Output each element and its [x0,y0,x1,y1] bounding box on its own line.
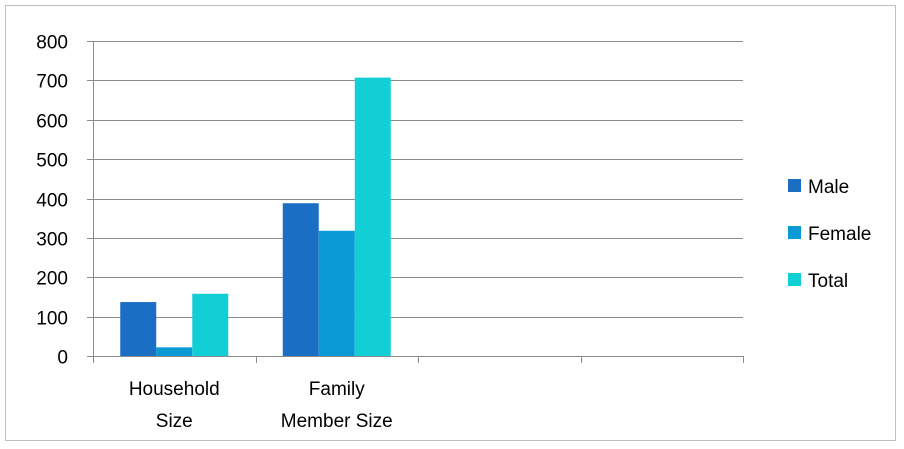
legend-swatch-female [788,226,801,239]
bar-total [354,77,391,357]
bar-total [192,293,229,356]
y-tick-label: 500 [36,151,68,172]
x-category-label: Household [129,379,220,400]
x-axis-categories: Household Size Family Member Size [129,379,393,432]
y-tick-label: 0 [57,348,68,369]
legend-label-male: Male [808,177,849,198]
legend-label-female: Female [808,224,871,245]
y-tick-label: 300 [36,230,68,251]
y-tick-label: 200 [36,269,68,290]
x-category-label: Family [309,379,365,400]
y-tick-label: 400 [36,191,68,212]
legend-swatch-male [788,179,801,192]
y-axis-ticks: 0 100 200 300 400 500 600 700 800 [36,33,93,369]
y-tick-label: 600 [36,112,68,133]
bar-male [120,302,157,356]
chart-frame [5,5,896,441]
bar-female [156,347,193,356]
y-tick-label: 100 [36,309,68,330]
legend: Male Female Total [788,177,871,292]
y-tick-label: 800 [36,33,68,54]
gridlines [93,41,743,318]
x-category-label: Member Size [281,411,393,432]
axes [93,41,744,363]
legend-label-total: Total [808,271,848,292]
legend-swatch-total [788,273,801,286]
x-category-label: Size [156,411,193,432]
bar-male [282,203,319,356]
bars [120,77,391,357]
bar-female [318,230,355,356]
y-tick-label: 700 [36,72,68,93]
